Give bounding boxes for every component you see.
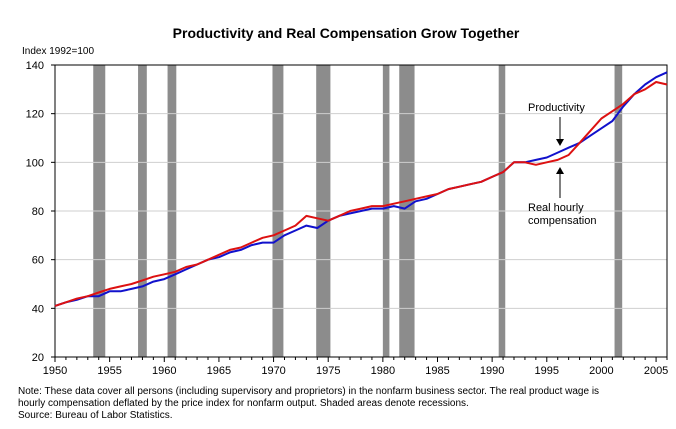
x-tick-label-1985: 1985 (425, 365, 449, 377)
axes: 20 40 60 80 100 120 140 1950 1955 1960 1965 1970 197… (26, 60, 669, 377)
y-tick-label-120: 120 (26, 109, 44, 121)
annotation-productivity: Productivity (528, 102, 585, 114)
x-tick-label-1955: 1955 (97, 365, 121, 377)
y-tick-label-40: 40 (32, 303, 44, 315)
x-tick-label-2005: 2005 (644, 365, 668, 377)
y-tick-label-20: 20 (32, 352, 44, 364)
y-axis-label: Index 1992=100 (22, 46, 94, 57)
chart: Productivity and Real Compensation Grow … (22, 25, 669, 377)
y-tick-label-60: 60 (32, 255, 44, 267)
arrow-productivity-head (556, 139, 564, 146)
x-tick-label-1990: 1990 (480, 365, 504, 377)
note-line-2: hourly compensation deflated by the pric… (18, 398, 469, 409)
x-tick-label-1965: 1965 (207, 365, 231, 377)
x-tick-label-1995: 1995 (535, 365, 559, 377)
x-tick-label-1970: 1970 (261, 365, 285, 377)
chart-title: Productivity and Real Compensation Grow … (173, 25, 520, 41)
y-tick-label-80: 80 (32, 206, 44, 218)
x-tick-label-1950: 1950 (43, 365, 67, 377)
x-tick-label-1975: 1975 (316, 365, 340, 377)
annotation-line-1: Real hourly (528, 202, 584, 214)
annotations: Productivity Real hourly compensation (528, 102, 597, 227)
footnotes: Note: These data cover all persons (incl… (18, 386, 668, 422)
x-tick-label-2000: 2000 (589, 365, 613, 377)
series-line-real-hourly-compensation (54, 81, 668, 307)
series-line-productivity (54, 71, 668, 307)
annotation-line-2: compensation (528, 215, 597, 227)
series-group (54, 71, 668, 307)
note-line-1: Note: These data cover all persons (incl… (18, 386, 600, 397)
y-tick-label-140: 140 (26, 60, 44, 72)
plot-frame (54, 64, 668, 358)
annotation-real-hourly-compensation: Real hourly compensation (528, 202, 597, 227)
arrow-compensation-head (556, 167, 564, 174)
x-tick-label-1980: 1980 (371, 365, 395, 377)
x-tick-label-1960: 1960 (152, 365, 176, 377)
y-tick-label-100: 100 (26, 157, 44, 169)
note-line-3: Source: Bureau of Labor Statistics. (18, 410, 173, 421)
